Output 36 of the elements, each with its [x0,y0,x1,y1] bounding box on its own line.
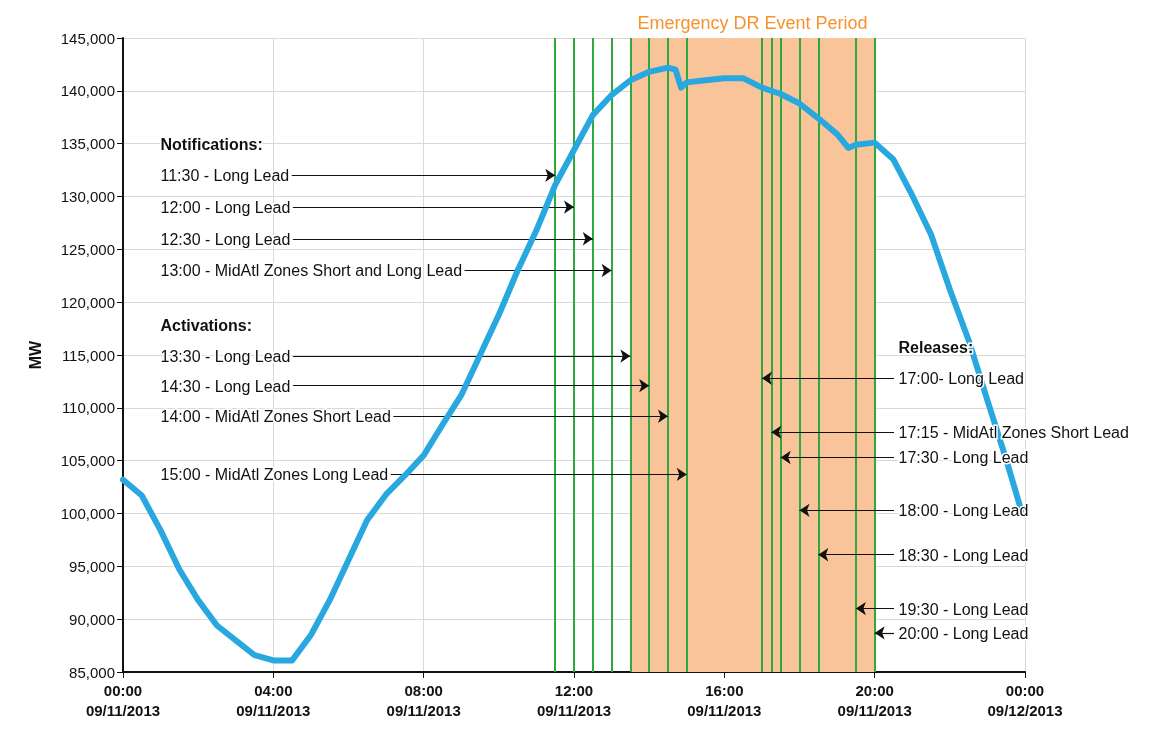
annotation: 18:00 - Long Lead [898,502,1029,520]
annotation: 18:30 - Long Lead [898,546,1029,564]
y-tick-label: 90,000 [69,610,115,628]
x-tick-label: 16:00 09/11/2013 [687,681,762,719]
y-tick-label: 120,000 [60,293,115,311]
annotation: 13:30 - Long Lead [160,348,291,366]
y-tick-label: 125,000 [60,240,115,258]
y-tick-label: 135,000 [60,135,115,153]
y-tick-label: 105,000 [60,452,115,470]
annotation: 14:00 - MidAtl Zones Short Lead [160,408,391,426]
annotation: 14:30 - Long Lead [160,377,291,395]
x-tick-label: 04:00 09/11/2013 [236,681,311,719]
x-tick-label: 00:00 09/12/2013 [987,681,1063,719]
annotation: 15:00 - MidAtl Zones Long Lead [160,466,389,484]
x-tick-label: 00:00 09/11/2013 [85,681,161,719]
band-label: Emergency DR Event Period [637,13,868,33]
annotation: 20:00 - Long Lead [898,624,1029,642]
annotation: Activations: [160,317,253,335]
x-tick-label: 08:00 09/11/2013 [386,681,461,719]
y-tick-label: 145,000 [60,29,115,47]
y-tick-label: 95,000 [69,557,115,575]
annotation: 11:30 - Long Lead [160,167,290,185]
y-tick-label: 115,000 [61,346,115,364]
y-tick-label: 110,000 [61,399,115,417]
annotation: 19:30 - Long Lead [898,600,1029,618]
annotation: 12:30 - Long Lead [160,230,291,248]
annotation: Notifications: [160,136,263,154]
annotation: 13:00 - MidAtl Zones Short and Long Lead [160,262,463,280]
annotation: 12:00 - Long Lead [160,199,291,217]
y-tick-label: 140,000 [60,82,115,100]
y-tick-label: 85,000 [69,663,115,681]
y-tick-label: 100,000 [60,505,115,522]
x-tick-label: 20:00 09/11/2013 [837,681,912,719]
y-tick-label: 130,000 [60,188,115,205]
y-axis-title: MW [26,339,44,370]
x-tick-label: 12:00 09/11/2013 [536,681,612,719]
